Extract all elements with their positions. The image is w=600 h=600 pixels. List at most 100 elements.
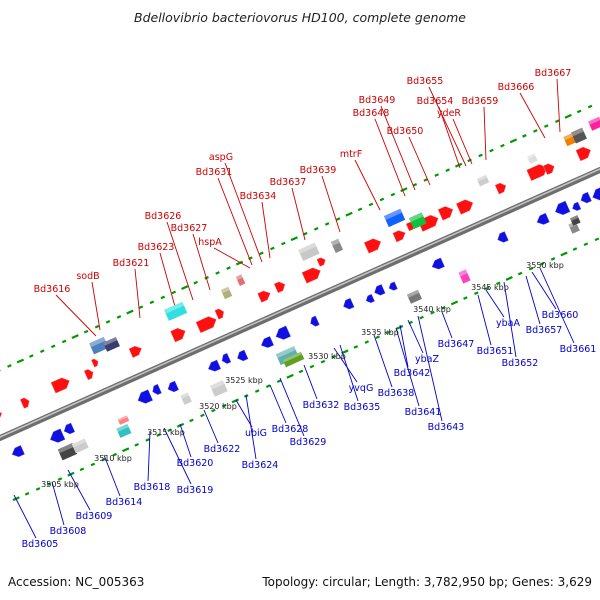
forward-gene-11 xyxy=(273,281,286,294)
bottom-tick xyxy=(495,281,501,286)
top-tick xyxy=(345,211,353,217)
feature-box-2 xyxy=(103,336,120,352)
bottom-tick xyxy=(309,364,315,369)
bottom-tick xyxy=(134,443,139,447)
forward-gene-1 xyxy=(0,409,3,425)
bottom-tick xyxy=(450,300,459,306)
gene-label: Bd3634 xyxy=(240,191,277,202)
feature-box-6 xyxy=(298,242,320,261)
top-tick xyxy=(94,324,100,329)
top-tick xyxy=(357,207,363,212)
reverse-gene-14 xyxy=(365,293,376,304)
reverse-gene-3 xyxy=(63,422,76,435)
forward-gene-6 xyxy=(128,345,143,359)
accession-text: Accession: NC_005363 xyxy=(8,575,144,589)
gene-label: Bd3628 xyxy=(272,424,309,435)
top-leader-line xyxy=(519,92,546,139)
bottom-tick xyxy=(572,247,578,251)
feature-box-24 xyxy=(458,269,471,284)
top-tick xyxy=(445,168,450,172)
bottom-leader-line xyxy=(333,347,358,383)
gene-label: Bd3616 xyxy=(34,284,71,295)
top-leader-line xyxy=(556,78,561,133)
top-leader-line xyxy=(321,175,341,233)
bottom-tick xyxy=(353,345,359,349)
forward-gene-14 xyxy=(363,238,382,255)
feature-box-21 xyxy=(275,346,299,366)
forward-gene-12 xyxy=(301,267,322,285)
leader-lines xyxy=(13,78,575,539)
bottom-tick xyxy=(122,447,130,453)
reverse-gene-2 xyxy=(49,428,66,444)
reverse-gene-9 xyxy=(236,349,249,362)
gene-label: Bd3605 xyxy=(22,539,59,550)
gene-label: Bd3631 xyxy=(196,167,233,178)
gene-label: Bd3609 xyxy=(76,511,113,522)
reverse-gene-7 xyxy=(207,359,222,372)
bottom-tick xyxy=(485,286,490,291)
gene-label: Bd3621 xyxy=(113,258,150,269)
kbp-label: 3520 kbp xyxy=(199,402,237,411)
top-leader-line xyxy=(55,294,97,337)
bottom-tick xyxy=(505,276,513,281)
top-tick xyxy=(281,241,286,246)
gene-label: Bd3659 xyxy=(462,96,499,107)
bottom-leader-line xyxy=(235,399,253,428)
bottom-tick xyxy=(24,491,30,496)
reverse-gene-17 xyxy=(431,257,446,270)
feature-box-14 xyxy=(588,116,600,131)
forward-gene-13 xyxy=(316,257,327,268)
bottom-tick xyxy=(583,242,589,247)
bottom-tick xyxy=(320,359,326,364)
top-tick xyxy=(138,305,144,309)
top-leader-line xyxy=(452,118,473,165)
top-tick xyxy=(500,143,505,148)
top-tick xyxy=(564,113,572,119)
bottom-tick xyxy=(167,428,172,432)
top-tick xyxy=(324,222,330,226)
gene-label: hspA xyxy=(198,237,222,248)
bottom-leader-line xyxy=(525,275,541,325)
bottom-tick xyxy=(276,379,282,384)
feature-box-15 xyxy=(57,442,78,461)
top-tick xyxy=(544,124,549,128)
bottom-tick xyxy=(254,389,260,393)
forward-gene-9 xyxy=(214,308,225,321)
feature-box-7 xyxy=(330,238,344,253)
bottom-tick xyxy=(364,340,370,344)
gene-label: Bd3652 xyxy=(502,358,539,369)
kbp-label: 3530 kbp xyxy=(308,352,346,361)
bottom-leader-line xyxy=(373,334,393,388)
bottom-leader-line xyxy=(13,494,37,539)
bottom-leader-line xyxy=(245,394,257,460)
reverse-gene-19 xyxy=(536,212,551,226)
bottom-tick xyxy=(286,373,294,379)
forward-gene-22 xyxy=(542,163,555,176)
top-leader-line xyxy=(483,106,487,161)
gene-features xyxy=(0,116,600,461)
bottom-tick xyxy=(441,306,446,310)
top-tick xyxy=(181,285,189,291)
top-tick xyxy=(7,364,12,368)
top-leader-line xyxy=(166,221,194,301)
top-tick xyxy=(509,138,518,144)
top-tick xyxy=(576,109,582,114)
bottom-leader-line xyxy=(539,267,575,344)
bottom-leader-line xyxy=(399,324,409,368)
gene-label: Bd3650 xyxy=(387,126,424,137)
gene-label: Bd3623 xyxy=(138,242,175,253)
top-tick xyxy=(270,246,275,251)
reverse-gene-23 xyxy=(591,185,600,201)
reverse-gene-8 xyxy=(221,352,232,365)
backbone-highlight xyxy=(0,168,600,438)
top-tick xyxy=(434,173,439,177)
feature-box-23 xyxy=(406,289,422,304)
top-tick xyxy=(149,300,155,305)
bottom-tick xyxy=(517,271,523,276)
gene-label: Bd3627 xyxy=(171,223,208,234)
top-tick xyxy=(61,339,67,344)
reverse-gene-15 xyxy=(373,283,386,296)
bottom-tick xyxy=(112,452,118,457)
